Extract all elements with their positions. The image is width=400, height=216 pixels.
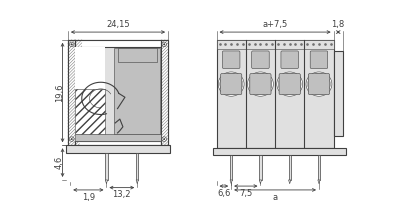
Bar: [66, 145, 170, 153]
Text: 7,5: 7,5: [239, 189, 252, 198]
Bar: [68, 40, 168, 145]
FancyBboxPatch shape: [279, 73, 300, 95]
Bar: [105, 153, 108, 180]
FancyBboxPatch shape: [250, 73, 271, 95]
Text: 19,6: 19,6: [55, 83, 64, 102]
Bar: [161, 40, 168, 145]
Polygon shape: [105, 180, 108, 184]
Bar: [334, 51, 343, 136]
Text: 13,2: 13,2: [112, 190, 131, 199]
Polygon shape: [259, 180, 262, 184]
Bar: [75, 141, 161, 145]
Bar: [216, 40, 334, 49]
Bar: [75, 141, 161, 145]
Bar: [118, 48, 157, 62]
Ellipse shape: [218, 72, 244, 96]
Bar: [75, 40, 161, 47]
Polygon shape: [230, 180, 232, 184]
Text: 24,15: 24,15: [106, 20, 130, 29]
Bar: [75, 40, 161, 47]
Text: 6,6: 6,6: [217, 189, 230, 198]
Bar: [288, 154, 291, 180]
Text: 1,9: 1,9: [82, 193, 95, 202]
Bar: [214, 148, 346, 154]
Circle shape: [163, 43, 165, 45]
Bar: [75, 47, 161, 141]
Circle shape: [71, 43, 73, 45]
FancyBboxPatch shape: [308, 73, 330, 95]
Bar: [230, 154, 232, 180]
Bar: [136, 153, 138, 180]
Bar: [75, 47, 105, 141]
Bar: [318, 154, 320, 180]
Bar: [259, 154, 262, 180]
Polygon shape: [136, 180, 138, 184]
Bar: [75, 89, 105, 135]
Polygon shape: [318, 180, 320, 184]
FancyBboxPatch shape: [222, 51, 240, 68]
Bar: [68, 40, 75, 145]
Bar: [216, 40, 334, 148]
Ellipse shape: [277, 72, 303, 96]
Text: 4,6: 4,6: [55, 156, 64, 169]
Circle shape: [163, 138, 165, 140]
Bar: [75, 135, 161, 141]
Bar: [68, 40, 75, 145]
Circle shape: [71, 138, 73, 140]
Text: a: a: [272, 193, 278, 202]
Polygon shape: [288, 180, 291, 184]
Bar: [114, 48, 160, 135]
FancyBboxPatch shape: [281, 51, 298, 68]
FancyBboxPatch shape: [310, 51, 328, 68]
FancyBboxPatch shape: [252, 51, 269, 68]
Ellipse shape: [306, 72, 332, 96]
FancyBboxPatch shape: [220, 73, 242, 95]
Ellipse shape: [248, 72, 273, 96]
Text: 1,8: 1,8: [332, 20, 345, 29]
Bar: [161, 40, 168, 145]
Text: a+7,5: a+7,5: [262, 20, 288, 29]
